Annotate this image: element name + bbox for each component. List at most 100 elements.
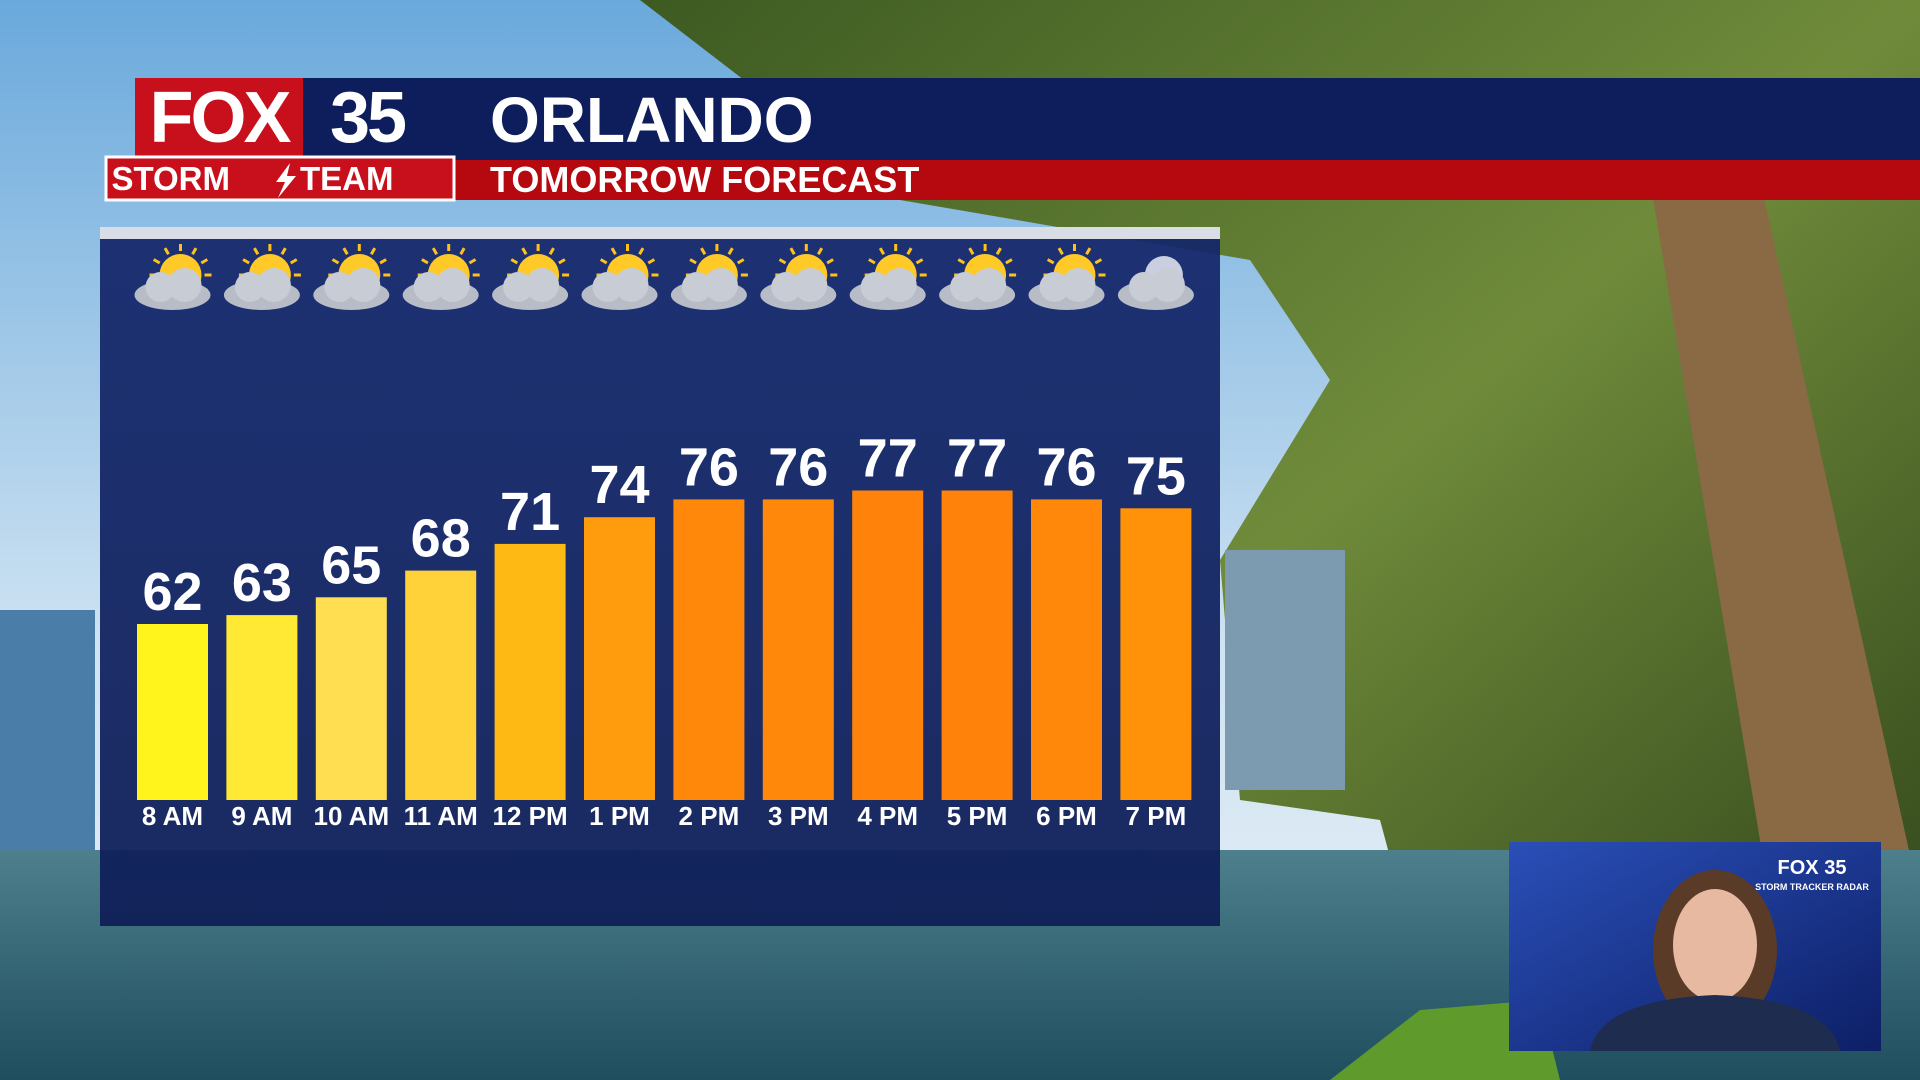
sun-ray [906, 247, 913, 255]
cloud [703, 268, 738, 302]
sun-ray [548, 247, 555, 255]
weather-icon [760, 244, 838, 310]
sun-ray [242, 258, 250, 265]
value-label: 71 [500, 482, 560, 542]
cloud [860, 272, 891, 302]
cloud [1061, 268, 1096, 302]
cloud [324, 272, 355, 302]
value-label: 74 [589, 455, 649, 515]
cloud [145, 272, 176, 302]
x-tick-label: 12 PM [493, 801, 568, 831]
value-label: 68 [411, 509, 471, 569]
sun-ray [459, 247, 466, 255]
cloud [592, 272, 623, 302]
night-icon [1117, 256, 1194, 310]
weather-icon [939, 244, 1017, 310]
bar [226, 615, 298, 800]
sun-ray [878, 247, 885, 255]
subtitle: TOMORROW FORECAST [490, 159, 919, 200]
cloud [1128, 272, 1159, 302]
cloud [614, 268, 649, 302]
sun-ray [510, 258, 519, 265]
sun-ray [521, 247, 528, 255]
x-tick-label: 7 PM [1126, 801, 1187, 831]
cloud [950, 272, 981, 302]
sun-ray [957, 258, 966, 265]
sun-ray [817, 247, 824, 255]
x-tick-label: 8 AM [142, 801, 203, 831]
sun-ray [253, 247, 260, 255]
panel-top [100, 227, 1220, 239]
city-title: ORLANDO [490, 84, 814, 156]
sun-ray [1046, 258, 1055, 265]
sun-ray [191, 247, 198, 255]
sun-ray [826, 258, 834, 265]
sun-ray [789, 247, 796, 255]
grass [1330, 1000, 1560, 1080]
cloud [435, 268, 470, 302]
x-tick-label: 1 PM [589, 801, 650, 831]
sun-ray [152, 258, 161, 265]
sun-ray [995, 247, 1002, 255]
cloud [681, 272, 712, 302]
logo-team: STORM [111, 160, 230, 197]
sun-ray [1085, 247, 1092, 255]
weather-icon [134, 244, 212, 310]
sun-ray [1057, 247, 1064, 255]
bar [494, 543, 566, 800]
sun-ray [689, 258, 697, 265]
sun-ray [610, 247, 617, 255]
bar [852, 490, 924, 800]
value-label: 63 [232, 553, 292, 613]
value-label: 62 [142, 562, 202, 622]
sun-ray [727, 247, 734, 255]
subtitle-band [455, 160, 1920, 200]
weather-icon [492, 244, 570, 310]
sun-ray [558, 258, 566, 265]
logo-team: TEAM [300, 160, 394, 197]
x-tick-label: 2 PM [679, 801, 740, 831]
sun-ray [915, 258, 924, 265]
cloud [771, 272, 802, 302]
bar [405, 570, 477, 800]
cloud [234, 272, 265, 302]
bar [673, 499, 745, 800]
weather-icon [1028, 244, 1106, 310]
weather-icon [223, 244, 301, 310]
bolt-icon [276, 163, 296, 198]
weather-icon [581, 244, 659, 310]
building [1225, 550, 1345, 790]
sun-ray [280, 247, 287, 255]
sun-ray [778, 258, 787, 265]
header-band [135, 78, 1920, 160]
x-tick-label: 6 PM [1036, 801, 1097, 831]
inset-video: FOX 35 STORM TRACKER RADAR [1509, 842, 1881, 1051]
sun-ray [1005, 258, 1013, 265]
bar [315, 597, 387, 800]
bar [941, 490, 1013, 800]
logo-brand: FOX [149, 78, 291, 158]
value-label: 77 [947, 429, 1007, 489]
bar [1031, 499, 1102, 800]
sun-ray [868, 258, 876, 265]
x-tick-label: 9 AM [231, 801, 292, 831]
chart: 62 8 AM 63 9 AM 65 10 AM 68 11 AM 71 12 PM 74 1 PM 7… [134, 244, 1194, 831]
cloud [1150, 268, 1185, 302]
weather-icon [670, 244, 748, 310]
logo-box [135, 78, 303, 156]
weather-icon [402, 244, 480, 310]
sun-ray [736, 258, 745, 265]
sun-ray [163, 247, 170, 255]
sun-ray [647, 258, 656, 265]
cloud [167, 268, 202, 302]
x-tick-label: 5 PM [947, 801, 1008, 831]
sun-ray [200, 258, 209, 265]
presenter-body [1590, 995, 1840, 1051]
sun-ray [1094, 258, 1103, 265]
sun-ray [700, 247, 707, 255]
sun-ray [289, 258, 298, 265]
value-label: 75 [1126, 446, 1186, 506]
cloud [503, 272, 534, 302]
value-label: 65 [321, 535, 381, 595]
cloud [793, 268, 828, 302]
